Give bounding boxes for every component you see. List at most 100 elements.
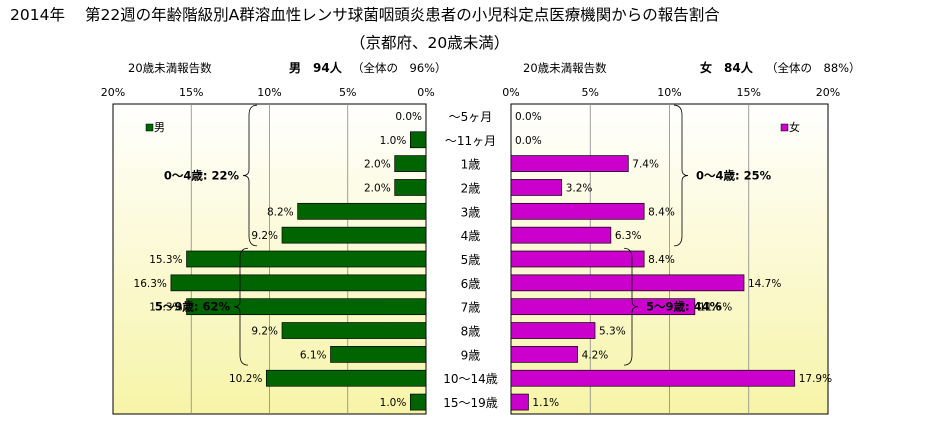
annotation-bracket [623, 247, 639, 366]
female-bar [510, 322, 596, 339]
male-bar [394, 179, 427, 196]
male-data-label: 8.2% [267, 206, 294, 218]
female-legend: 女 [780, 120, 800, 134]
annotation-bracket [233, 247, 249, 366]
male-data-label: 2.0% [364, 182, 391, 194]
female-bar [510, 179, 563, 196]
right-summary: 女 84人 [700, 60, 754, 75]
female-bar [510, 369, 796, 387]
category-label: 8歳 [461, 325, 481, 339]
title-year: 2014年 [10, 6, 65, 24]
category-label: 9歳 [461, 348, 481, 362]
female-data-label: 17.9% [799, 373, 832, 385]
annotation-label: 5～9歳: 44% [646, 300, 722, 314]
left-share: （全体の 96%） [352, 61, 447, 75]
female-data-label: 3.2% [566, 182, 593, 194]
annotation-label: 0～4歳: 22% [164, 169, 240, 183]
male-data-label: 6.1% [300, 349, 327, 361]
bars [170, 131, 796, 411]
female-legend-label: 女 [789, 120, 800, 134]
category-label: ～11ヶ月 [445, 134, 496, 148]
male-data-label: 1.0% [380, 135, 407, 147]
female-data-label: 6.3% [615, 230, 642, 242]
female-data-label: 1.1% [532, 397, 559, 409]
category-label: 7歳 [461, 301, 481, 315]
annotation-label: 0～4歳: 25% [696, 169, 772, 183]
male-bar [186, 298, 427, 316]
left-count-label: 20歳未満報告数 [128, 61, 212, 75]
axis-ticks: 0% 0% 5% 5% 10% 10% 15% 15% 20% 20% [101, 86, 840, 99]
female-legend-swatch [780, 123, 789, 132]
female-data-label: 4.2% [582, 349, 609, 361]
chart-subtitle: （京都府、20歳未満） [350, 34, 510, 52]
female-data-label: 8.4% [648, 254, 675, 266]
female-tick-label: 5% [582, 86, 599, 99]
male-data-label: 10.2% [229, 373, 262, 385]
female-bar [510, 298, 696, 316]
female-bar [510, 346, 578, 363]
male-tick-label: 5% [339, 86, 356, 99]
annotations: 0～4歳: 22% 5～9歳: 62% 0～4歳: 25% 5～9歳: 44% [155, 104, 772, 366]
right-count-label: 20歳未満報告数 [523, 61, 607, 75]
category-label: 15～19歳 [443, 396, 498, 410]
male-legend-swatch [145, 123, 154, 132]
category-label: 6歳 [461, 277, 481, 291]
female-data-label: 0.0% [515, 111, 542, 123]
female-bar [510, 274, 745, 292]
female-bar [510, 226, 612, 244]
male-data-label: 15.3% [149, 302, 182, 314]
male-bar [394, 155, 427, 172]
male-bar [330, 346, 427, 363]
male-data-label: 0.0% [395, 111, 422, 123]
annotation-bracket [242, 104, 258, 247]
category-label: 10～14歳 [443, 372, 498, 386]
male-bar [281, 322, 427, 339]
data-labels: 0.0% 0.0% 1.0% 0.0% 2.0% 7.4% 2.0% 3.2% 8.2% 8.4%… [134, 111, 833, 409]
right-share: （全体の 88%） [766, 61, 861, 75]
category-label: 5歳 [461, 253, 481, 267]
category-label: 3歳 [461, 205, 481, 219]
male-legend: 男 [145, 121, 165, 134]
male-bar [281, 226, 427, 244]
male-bar [410, 131, 427, 149]
male-tick-label: 15% [179, 86, 203, 99]
category-labels: ～5ヶ月 ～11ヶ月 1歳 2歳 3歳 4歳 5歳 6歳 7歳 8歳 9歳 10～14歳 15～19歳 [443, 110, 498, 410]
female-bar [510, 202, 645, 220]
male-bar [297, 202, 427, 220]
male-data-label: 1.0% [380, 397, 407, 409]
left-summary: 男 94人 [289, 60, 343, 75]
male-data-label: 15.3% [149, 254, 182, 266]
female-tick-label: 0% [502, 86, 519, 99]
female-data-label: 7.4% [632, 159, 659, 171]
male-tick-label: 0% [417, 86, 434, 99]
male-data-label: 16.3% [134, 278, 167, 290]
female-bar [510, 250, 645, 268]
female-data-label: 8.4% [648, 206, 675, 218]
category-label: 4歳 [461, 229, 481, 243]
male-legend-label: 男 [154, 121, 165, 134]
female-data-label: 0.0% [515, 135, 542, 147]
male-tick-label: 10% [257, 86, 281, 99]
female-tick-label: 15% [737, 86, 761, 99]
category-label: 2歳 [461, 181, 481, 195]
female-bar [510, 155, 629, 172]
female-data-label: 5.3% [599, 326, 626, 338]
female-tick-label: 20% [816, 86, 840, 99]
annotation-label: 5～9歳: 62% [155, 300, 231, 314]
female-data-label: 11.6% [699, 302, 732, 314]
female-data-label: 14.7% [748, 278, 781, 290]
male-bar [186, 250, 427, 268]
category-label: ～5ヶ月 [449, 110, 493, 124]
male-bar [170, 274, 427, 292]
male-data-label: 2.0% [364, 159, 391, 171]
male-bar [266, 369, 427, 387]
female-tick-label: 10% [657, 86, 681, 99]
chart-title: 2014年 第22週の年齢階級別A群溶血性レンサ球菌咽頭炎患者の小児科定点医療機関… [10, 3, 720, 25]
category-label: 1歳 [461, 158, 481, 172]
male-tick-label: 20% [101, 86, 125, 99]
female-bar [510, 393, 529, 411]
male-data-label: 9.2% [251, 230, 278, 242]
male-data-label: 9.2% [251, 326, 278, 338]
annotation-bracket [673, 104, 689, 247]
title-main: 第22週の年齢階級別A群溶血性レンサ球菌咽頭炎患者の小児科定点医療機関からの報告… [84, 6, 720, 24]
